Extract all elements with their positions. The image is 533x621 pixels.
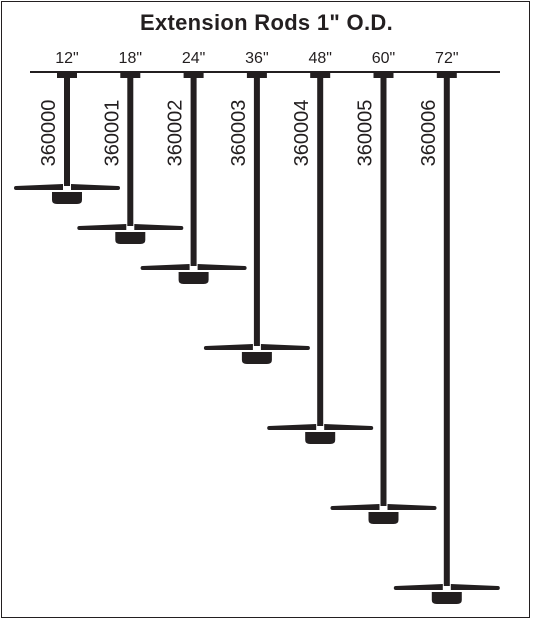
fan-blade-left [142,264,190,270]
blade-tip-left [77,226,82,230]
blade-tip-right [179,226,184,230]
blade-tip-right [116,186,120,190]
fan-motor-housing [431,592,462,604]
rod-assembly: 36" 360003 [203,50,310,364]
diagram-title: Extension Rods 1" O.D. [140,10,393,35]
rod-length-label: 60" [372,50,395,67]
part-number-label: 360001 [101,100,123,167]
blade-tip-right [242,266,247,270]
part-number-label: 360002 [165,100,187,167]
fan-blade-right [260,344,308,350]
rod-assembly: 12" 360000 [14,50,120,204]
fan-blade-right [450,584,498,590]
fan-motor-housing [241,352,272,364]
blade-tip-right [369,426,374,430]
blade-tip-right [432,506,437,510]
rod-length-label: 24" [182,50,205,67]
rod-length-label: 18" [119,50,142,67]
fan-motor-housing [305,432,336,444]
fan-blade-right [71,184,118,190]
blade-tip-left [140,266,145,270]
blade-tip-left [393,586,398,590]
rod-assembly: 24" 360002 [140,50,247,284]
blade-tip-left [267,426,272,430]
fan-blade-left [205,344,253,350]
rod-length-label: 12" [55,50,78,67]
extension-rod [380,74,387,506]
fan-blade-left [79,224,127,230]
fan-motor-housing [178,272,209,284]
extension-rod [317,74,324,426]
rod-assembly: 18" 360001 [77,50,184,244]
extension-rod [127,74,134,226]
blade-tip-left [330,506,335,510]
blade-tip-left [14,186,18,190]
part-number-label: 360006 [418,100,440,167]
rod-length-label: 72" [435,50,458,67]
fan-blade-right [197,264,245,270]
extension-rod [443,74,450,586]
part-number-label: 360004 [291,100,313,167]
rod-assembly: 72" 360006 [393,50,500,604]
rod-length-label: 48" [308,50,331,67]
rod-assembly: 48" 360004 [267,50,374,444]
blade-tip-right [495,586,500,590]
fan-blade-left [269,424,317,430]
fan-motor-housing [115,232,146,244]
part-number-label: 360003 [228,100,250,167]
fan-blade-right [134,224,182,230]
part-number-label: 360000 [38,100,60,167]
fan-blade-right [324,424,372,430]
rod-length-label: 36" [245,50,268,67]
fan-blade-left [16,184,63,190]
fan-blade-left [332,504,380,510]
extension-rod [64,74,70,186]
blade-tip-left [203,346,208,350]
rod-assembly: 60" 360005 [330,50,437,524]
extension-rod [253,74,260,346]
rods-group: 12"36000018"36000124"36000236"36000348"3… [14,50,500,604]
blade-tip-right [305,346,310,350]
part-number-label: 360005 [355,100,377,167]
fan-blade-left [395,584,443,590]
fan-motor-housing [52,192,82,204]
fan-motor-housing [368,512,399,524]
extension-rod [190,74,197,266]
fan-blade-right [387,504,435,510]
